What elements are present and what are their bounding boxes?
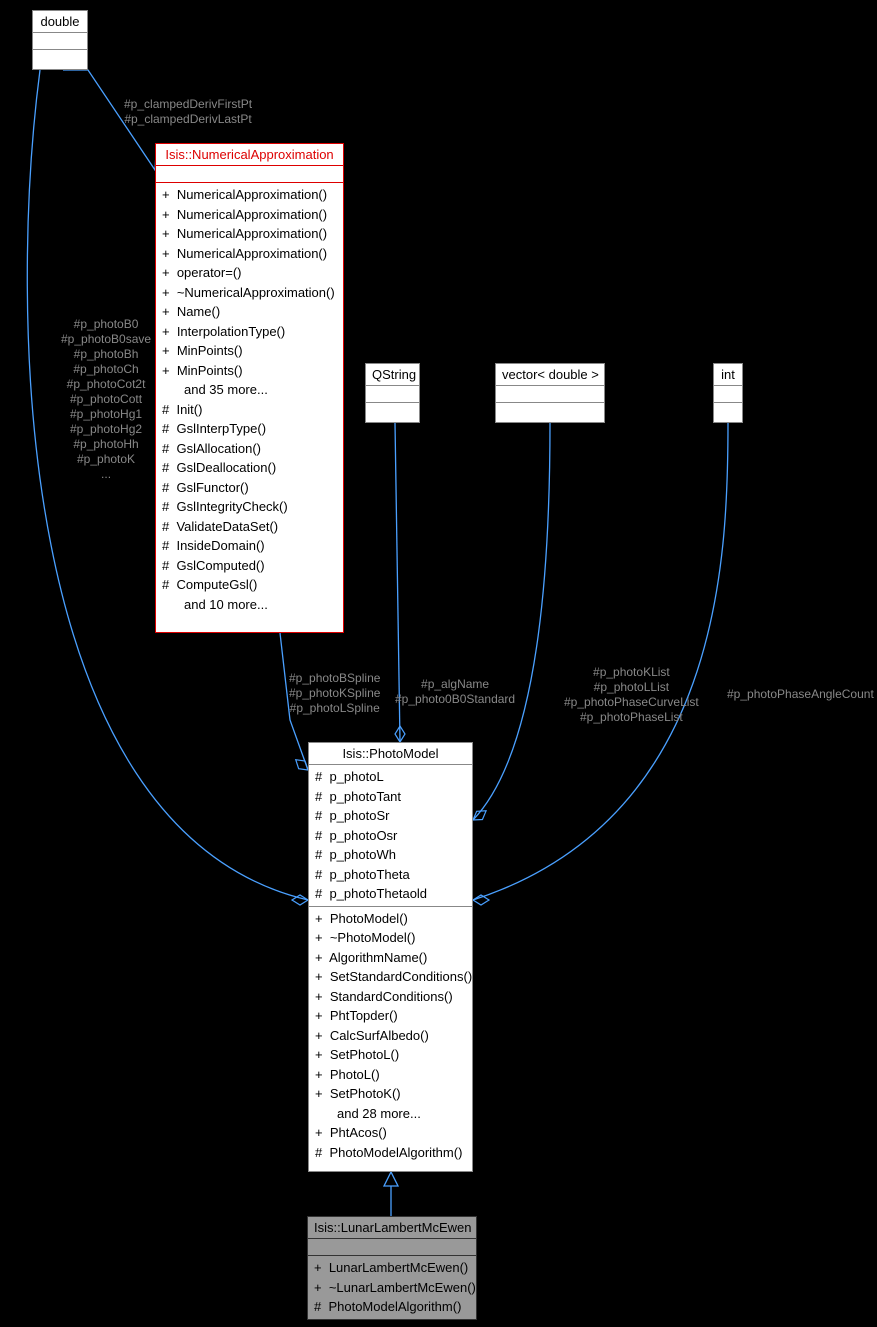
class-attrs xyxy=(366,386,419,403)
method-row: + AlgorithmName() xyxy=(315,948,466,968)
class-vector-double[interactable]: vector< double > xyxy=(495,363,605,423)
attr-row: # p_photoThetaold xyxy=(315,884,466,904)
method-row: # PhotoModelAlgorithm() xyxy=(314,1297,470,1317)
method-row: + LunarLambertMcEwen() xyxy=(314,1258,470,1278)
method-row: and 28 more... xyxy=(315,1104,466,1124)
attr-row: # p_photoTheta xyxy=(315,865,466,885)
method-row: # GslInterpType() xyxy=(162,419,337,439)
method-row: # GslIntegrityCheck() xyxy=(162,497,337,517)
class-numerical-approximation[interactable]: Isis::NumericalApproximation+ NumericalA… xyxy=(155,143,344,633)
class-methods xyxy=(366,403,419,415)
class-photomodel[interactable]: Isis::PhotoModel# p_photoL# p_photoTant#… xyxy=(308,742,473,1172)
method-row: + PhotoL() xyxy=(315,1065,466,1085)
method-row: + StandardConditions() xyxy=(315,987,466,1007)
class-attrs xyxy=(156,166,343,183)
class-methods: + LunarLambertMcEwen()+ ~LunarLambertMcE… xyxy=(308,1256,476,1319)
method-row: and 35 more... xyxy=(162,380,337,400)
class-title: Isis::PhotoModel xyxy=(309,743,472,765)
method-row: + InterpolationType() xyxy=(162,322,337,342)
method-row: + CalcSurfAlbedo() xyxy=(315,1026,466,1046)
method-row: + SetStandardConditions() xyxy=(315,967,466,987)
method-row: + NumericalApproximation() xyxy=(162,244,337,264)
class-methods: + PhotoModel()+ ~PhotoModel()+ Algorithm… xyxy=(309,907,472,1165)
method-row: # PhotoModelAlgorithm() xyxy=(315,1143,466,1163)
class-attrs: # p_photoL# p_photoTant# p_photoSr# p_ph… xyxy=(309,765,472,907)
class-title: double xyxy=(33,11,87,33)
method-row: # GslComputed() xyxy=(162,556,337,576)
class-qstring[interactable]: QString xyxy=(365,363,420,423)
method-row: + NumericalApproximation() xyxy=(162,205,337,225)
class-int[interactable]: int xyxy=(713,363,743,423)
class-methods xyxy=(714,403,742,415)
method-row: + PhotoModel() xyxy=(315,909,466,929)
class-double[interactable]: double xyxy=(32,10,88,70)
method-row: + ~PhotoModel() xyxy=(315,928,466,948)
method-row: + NumericalApproximation() xyxy=(162,224,337,244)
method-row: + SetPhotoL() xyxy=(315,1045,466,1065)
class-methods xyxy=(33,50,87,62)
class-attrs xyxy=(308,1239,476,1256)
edge-label-phase: #p_photoPhaseAngleCount xyxy=(727,687,874,702)
edge-label-klist: #p_photoKList #p_photoLList #p_photoPhas… xyxy=(564,665,699,725)
method-row: + PhtTopder() xyxy=(315,1006,466,1026)
class-title: QString xyxy=(366,364,419,386)
method-row: # GslFunctor() xyxy=(162,478,337,498)
class-lunar-lambert-mcewen[interactable]: Isis::LunarLambertMcEwen+ LunarLambertMc… xyxy=(307,1216,477,1320)
method-row: + MinPoints() xyxy=(162,361,337,381)
class-attrs xyxy=(496,386,604,403)
class-methods: + NumericalApproximation()+ NumericalApp… xyxy=(156,183,343,616)
attr-row: # p_photoOsr xyxy=(315,826,466,846)
edge-label-spline: #p_photoBSpline #p_photoKSpline #p_photo… xyxy=(289,671,380,716)
method-row: + SetPhotoK() xyxy=(315,1084,466,1104)
edge-label-algname: #p_algName #p_photo0B0Standard xyxy=(395,677,515,707)
attr-row: # p_photoL xyxy=(315,767,466,787)
method-row: + operator=() xyxy=(162,263,337,283)
class-title: Isis::NumericalApproximation xyxy=(156,144,343,166)
method-row: + Name() xyxy=(162,302,337,322)
method-row: and 10 more... xyxy=(162,595,337,615)
method-row: # GslAllocation() xyxy=(162,439,337,459)
edge-label-clamped: #p_clampedDerivFirstPt #p_clampedDerivLa… xyxy=(124,97,252,127)
class-attrs xyxy=(33,33,87,50)
attr-row: # p_photoSr xyxy=(315,806,466,826)
class-methods xyxy=(496,403,604,415)
method-row: + MinPoints() xyxy=(162,341,337,361)
class-title: vector< double > xyxy=(496,364,604,386)
edge-label-photob0: #p_photoB0 #p_photoB0save #p_photoBh #p_… xyxy=(61,317,151,482)
method-row: + NumericalApproximation() xyxy=(162,185,337,205)
class-title: Isis::LunarLambertMcEwen xyxy=(308,1217,476,1239)
class-attrs xyxy=(714,386,742,403)
method-row: + PhtAcos() xyxy=(315,1123,466,1143)
attr-row: # p_photoWh xyxy=(315,845,466,865)
attr-row: # p_photoTant xyxy=(315,787,466,807)
method-row: # GslDeallocation() xyxy=(162,458,337,478)
method-row: + ~NumericalApproximation() xyxy=(162,283,337,303)
method-row: # Init() xyxy=(162,400,337,420)
method-row: + ~LunarLambertMcEwen() xyxy=(314,1278,470,1298)
method-row: # InsideDomain() xyxy=(162,536,337,556)
class-title: int xyxy=(714,364,742,386)
method-row: # ValidateDataSet() xyxy=(162,517,337,537)
method-row: # ComputeGsl() xyxy=(162,575,337,595)
